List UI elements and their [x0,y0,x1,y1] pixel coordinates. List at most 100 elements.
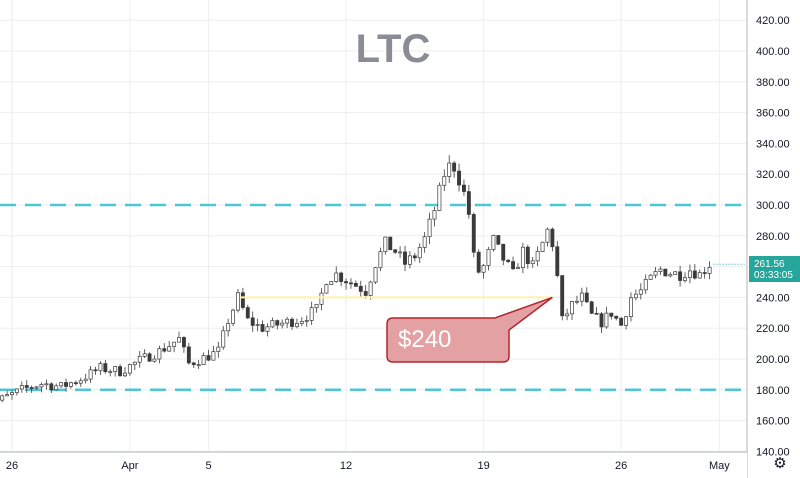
time-tick-label: 26 [615,460,627,472]
candle-body [403,251,407,265]
last-price-badge [749,256,800,282]
candle-body [697,272,702,279]
candle-body [511,261,516,270]
candle-body [339,272,344,282]
candle-body [609,312,614,317]
candle-body [196,364,201,366]
candle-body [88,369,93,380]
candle-body [653,271,658,276]
callout: $240 [386,296,553,363]
candle-body [226,323,231,332]
candle-body [555,246,560,276]
candle-body [162,348,167,352]
candle-body [496,235,501,245]
time-axis-labels: 26 Apr 5 12 19 26 May [6,460,730,472]
candle-body [73,382,78,385]
candle-body [466,191,471,215]
candle-body [44,383,49,386]
candle-body [280,322,285,326]
candle-body [152,358,157,362]
time-tick-label: 19 [477,460,489,472]
price-tick-label: 400.00 [756,46,790,58]
grid [0,0,747,452]
candle-body [629,297,633,317]
candle-body [624,316,629,326]
candle-body [638,289,643,295]
candle-body [5,394,10,397]
candle-body [668,274,673,277]
candle-body [270,320,275,328]
candle-body [560,275,565,317]
candle-body [447,162,452,177]
candle-body [191,362,196,366]
candle-body [344,281,349,284]
candle-body [294,322,299,327]
candle-body [83,378,88,382]
candle-body [245,307,250,319]
candle-body [565,313,570,317]
candle-body [707,267,712,274]
candle-body [614,315,619,319]
candle-body [702,272,707,274]
candle-body [462,184,466,192]
candle-body [658,268,663,272]
candle-body [574,300,579,303]
time-tick-label: 26 [6,460,18,472]
price-tick-label: 200.00 [756,354,790,366]
candle-body [506,259,511,262]
candle-body [275,320,280,326]
candle-body [127,364,132,374]
price-tick-label: 240.00 [756,292,790,304]
candle-body [309,307,314,321]
candle-body [319,292,324,305]
candle-body [54,385,59,391]
candle-body [299,321,304,324]
candle-body [14,388,19,393]
price-tick-label: 340.00 [756,138,790,150]
candle-body [422,236,427,248]
last-price-countdown: 03:33:05 [754,270,793,281]
price-axis-bg [747,0,800,478]
candle-body [663,268,668,277]
candle-body [481,265,486,273]
candle-body [255,324,260,326]
candle-body [673,271,678,275]
candle-body [137,356,142,363]
callout-bubble [386,296,553,363]
candle-body [535,251,540,262]
candle-body [383,236,388,252]
candle-body [118,366,123,377]
candle-body [142,353,147,357]
time-axis-bg [0,452,747,478]
candle-body [103,363,108,373]
candle-body [452,162,457,172]
settings-gear-icon[interactable]: ⚙ [773,455,787,472]
candle-body [427,218,432,238]
candle-body [29,387,34,389]
candle-body [250,317,255,326]
candle-body [358,285,363,292]
candle-body [584,292,589,303]
candle-body [108,371,113,373]
candle-body [540,241,545,252]
candle-body [19,385,24,390]
candle-body [181,337,186,348]
candle-body [265,326,270,332]
candle-body [417,247,422,259]
candle-body [34,386,39,389]
candle-body [221,330,226,348]
candle-body [648,274,653,280]
price-tick-label: 300.00 [756,200,790,212]
candle-body [98,363,103,372]
price-axis-labels: 420.00 400.00 380.00 360.00 340.00 320.00 300.… [756,15,790,458]
candle-body [368,281,373,296]
candle-body [373,267,378,283]
candle-body [594,312,599,315]
candle-body [545,228,550,243]
candle-body [64,382,68,387]
last-price-marker: 261.56 03:33:05 [749,256,800,282]
price-tick-label: 320.00 [756,169,790,181]
candle-body [39,384,44,388]
